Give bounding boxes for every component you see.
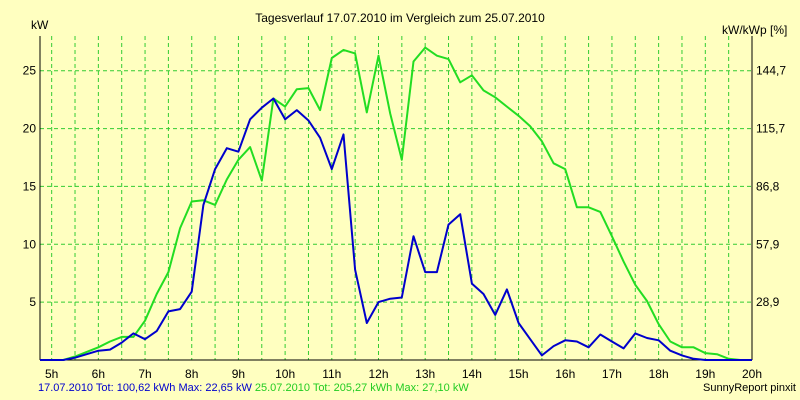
footer-credit: SunnyReport pinxit: [703, 382, 796, 394]
grid-lines: [40, 36, 752, 360]
legend-series-1: 17.07.2010 Tot: 100,62 kWh Max: 22,65 kW: [38, 382, 255, 394]
y-tick-label-right: 144,7: [756, 64, 786, 78]
tick-labels: 5 10 15 20 25 28,9 57,9 86,8 115,7 144,7 5h 6h 7h 8h 9…: [23, 64, 787, 381]
legend-series-2: 25.07.2010 Tot: 205,27 kWh Max: 27,10 kW: [255, 382, 469, 394]
y-axis-label-left: kW: [31, 18, 49, 32]
legend-series-1-label: 17.07.2010: [38, 382, 94, 394]
x-tick-label: 17h: [602, 367, 622, 381]
y-tick-label-right: 28,9: [756, 295, 780, 309]
y-tick-label-right: 86,8: [756, 179, 780, 193]
legend-series-1-stats: Tot: 100,62 kWh Max: 22,65 kW: [95, 382, 252, 394]
x-tick-label: 7h: [138, 367, 151, 381]
legend-series-2-stats: Tot: 205,27 kWh Max: 27,10 kW: [312, 382, 469, 394]
legend-series-2-label: 25.07.2010: [254, 382, 310, 394]
y-tick-label-left: 5: [29, 295, 36, 309]
y-tick-label-left: 20: [23, 122, 37, 136]
x-tick-label: 6h: [92, 367, 105, 381]
footer-stats: 17.07.2010 Tot: 100,62 kWh Max: 22,65 kW…: [38, 382, 469, 394]
x-tick-label: 16h: [555, 367, 575, 381]
x-tick-label: 5h: [45, 367, 58, 381]
y-tick-label-left: 25: [23, 64, 37, 78]
x-tick-label: 10h: [275, 367, 295, 381]
series-line-17-07-2010: [40, 97, 752, 361]
x-tick-label: 15h: [509, 367, 529, 381]
series-lines: [40, 46, 752, 361]
x-tick-label: 9h: [232, 367, 245, 381]
x-tick-label: 14h: [462, 367, 482, 381]
x-tick-label: 18h: [649, 367, 669, 381]
y-axis-label-right: kW/kWp [%]: [722, 23, 787, 37]
y-tick-label-left: 15: [23, 179, 37, 193]
series-line-25-07-2010: [40, 46, 752, 361]
x-tick-label: 20h: [742, 367, 762, 381]
chart-title: Tagesverlauf 17.07.2010 im Vergleich zum…: [255, 11, 545, 25]
x-tick-label: 8h: [185, 367, 198, 381]
x-tick-label: 12h: [368, 367, 388, 381]
y-tick-label-right: 57,9: [756, 237, 780, 251]
y-tick-label-left: 10: [23, 237, 37, 251]
x-tick-label: 11h: [322, 367, 341, 381]
y-tick-label-right: 115,7: [756, 122, 785, 136]
x-tick-label: 13h: [415, 367, 435, 381]
axes: [39, 36, 753, 361]
x-tick-label: 19h: [695, 367, 715, 381]
